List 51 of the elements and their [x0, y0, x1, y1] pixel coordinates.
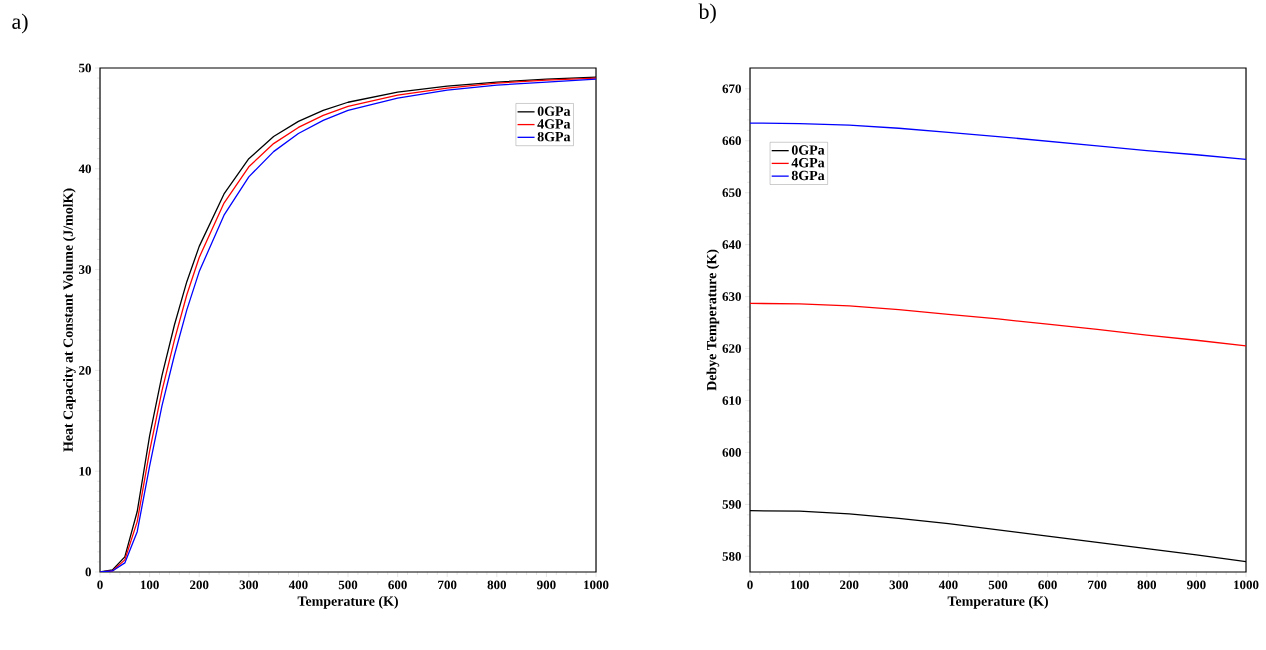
x-tick-label: 1000 [1234, 580, 1259, 590]
x-tick-label: 900 [537, 580, 556, 590]
x-tick-label: 100 [140, 580, 159, 590]
y-tick-label: 50 [79, 63, 91, 73]
x-axis-title: Temperature (K) [947, 596, 1048, 609]
x-tick-label: 700 [1088, 580, 1107, 590]
x-tick-label: 800 [487, 580, 507, 590]
y-tick-label: 650 [722, 188, 741, 198]
x-tick-label: 500 [338, 580, 358, 590]
x-tick-label: 600 [1038, 580, 1057, 590]
y-axis-title: Debye Temperature (K) [706, 249, 720, 391]
x-tick-label: 500 [988, 580, 1008, 590]
y-tick-label: 40 [78, 164, 91, 174]
x-tick-label: 900 [1187, 580, 1206, 590]
y-tick-label: 590 [722, 500, 741, 509]
legend-label: 0GPa [791, 145, 825, 155]
legend-label: 4GPa [537, 119, 571, 129]
x-tick-label: 400 [288, 580, 308, 590]
x-tick-label: 400 [938, 580, 958, 590]
y-tick-label: 20 [79, 366, 91, 375]
y-tick-label: 640 [722, 240, 741, 250]
line-series [750, 302, 1247, 347]
y-tick-label: 30 [79, 265, 91, 274]
y-tick-label: 610 [722, 396, 741, 405]
x-tick-label: 800 [1137, 580, 1157, 590]
legend-label: 4GPa [791, 158, 825, 168]
y-tick-label: 670 [722, 84, 741, 94]
x-tick-label: 200 [190, 580, 209, 590]
x-tick-label: 700 [438, 580, 457, 590]
y-tick-label: 600 [722, 448, 741, 457]
y-tick-label: 660 [722, 136, 741, 146]
x-tick-label: 0 [747, 580, 753, 590]
legend-label: 0GPa [537, 106, 571, 116]
x-tick-label: 600 [388, 580, 407, 590]
y-axis-title: Heat Capacity at Constant Volume (J/molK) [63, 188, 76, 452]
x-tick-label: 100 [790, 580, 809, 590]
legend-label: 8GPa [537, 131, 571, 142]
x-tick-label: 300 [239, 580, 259, 590]
x-axis-title: Temperature (K) [297, 596, 398, 609]
chart-title: a) [12, 13, 28, 34]
y-tick-label: 10 [79, 466, 91, 476]
y-tick-label: 580 [722, 552, 741, 561]
x-tick-label: 0 [97, 580, 103, 590]
x-tick-label: 1000 [584, 580, 609, 590]
chart-title: b) [698, 3, 716, 24]
x-tick-label: 300 [889, 580, 909, 590]
legend-label: 8GPa [791, 170, 825, 181]
y-tick-label: 630 [722, 292, 741, 301]
y-tick-label: 0 [85, 567, 91, 577]
y-tick-label: 620 [722, 344, 741, 353]
x-tick-label: 200 [840, 580, 859, 590]
